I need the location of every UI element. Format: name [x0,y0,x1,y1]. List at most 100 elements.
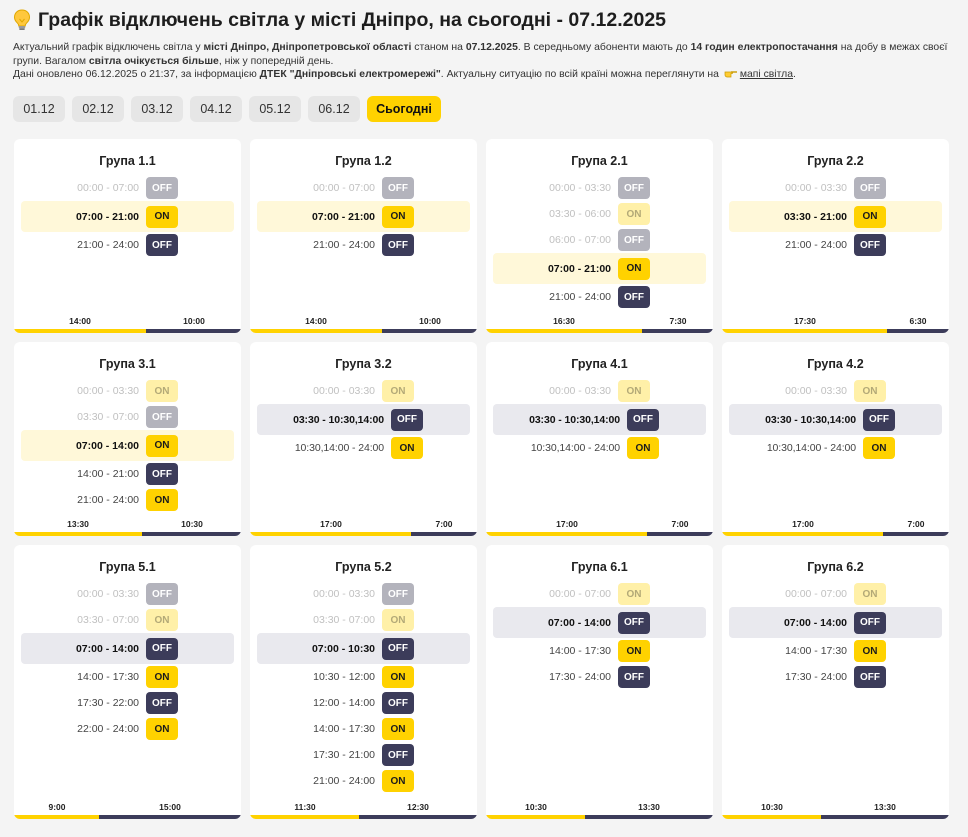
status-off-badge: OFF [618,666,650,688]
daily-summary-bar: 17:30 6:30 [722,316,949,333]
light-map-link[interactable]: мапі світла [739,69,793,80]
off-hours-label: 7:00 [907,519,925,529]
off-hours-label: 7:30 [669,316,687,326]
status-off-badge: OFF [618,286,650,308]
schedule-row: 00:00 - 07:00 OFF [257,175,470,201]
time-range: 07:00 - 14:00 [783,616,847,629]
schedule-list: 00:00 - 03:30 ON 03:30 - 10:30,14:00 OFF 10:… [250,378,477,461]
status-off-badge: OFF [382,583,414,605]
status-on-badge: ON [618,380,650,402]
time-range: 03:30 - 10:30,14:00 [529,413,620,426]
schedule-row: 10:30,14:00 - 24:00 ON [257,435,470,461]
time-range: 00:00 - 03:30 [313,385,375,397]
desc-text: . В середньому абоненти мають до [517,42,691,53]
on-hours-segment [14,532,142,536]
time-range: 17:30 - 24:00 [549,671,611,683]
schedule-row: 00:00 - 07:00 ON [729,581,942,607]
group-card: Група 6.1 00:00 - 07:00 ON 07:00 - 14:00 OFF… [486,545,713,819]
on-hours-label: 9:00 [48,802,66,812]
group-title: Група 1.2 [335,154,392,168]
schedule-row: 14:00 - 17:30 ON [493,638,706,664]
off-hours-segment [359,815,477,819]
status-off-badge: OFF [382,177,414,199]
time-range: 03:30 - 10:30,14:00 [293,413,384,426]
off-hours-segment [642,329,713,333]
time-range: 07:00 - 10:30 [311,642,375,655]
status-on-badge: ON [854,205,886,228]
status-on-badge: ON [146,609,178,631]
status-off-badge: OFF [146,637,178,660]
schedule-row: 10:30,14:00 - 24:00 ON [493,435,706,461]
status-off-badge: OFF [618,611,650,634]
time-range: 21:00 - 24:00 [77,239,139,251]
off-hours-label: 10:00 [183,316,205,326]
date-tab-0512[interactable]: 05.12 [249,95,301,122]
time-range: 00:00 - 03:30 [785,385,847,397]
schedule-row: 03:30 - 07:00 ON [21,607,234,633]
schedule-row: 10:30 - 12:00 ON [257,664,470,690]
time-range: 00:00 - 07:00 [785,588,847,600]
status-off-badge: OFF [382,744,414,766]
time-range: 07:00 - 14:00 [75,642,139,655]
group-title: Група 2.2 [807,154,864,168]
desc-text: , ніж у попередній день. [218,55,334,67]
pointing-hand-icon [724,71,737,78]
desc-text: . Актуальну ситуацію по всій країні можн… [440,69,722,80]
group-card: Група 6.2 00:00 - 07:00 ON 07:00 - 14:00 OFF… [722,545,949,819]
time-range: 03:30 - 21:00 [783,210,847,223]
time-range: 14:00 - 17:30 [77,671,139,683]
status-on-badge: ON [146,205,178,228]
group-title: Група 2.1 [571,154,628,168]
time-range: 00:00 - 03:30 [313,588,375,600]
group-title: Група 3.1 [99,357,156,371]
time-range: 21:00 - 24:00 [77,494,139,506]
date-tab-0112[interactable]: 01.12 [13,95,65,122]
on-hours-segment [722,532,883,536]
time-range: 21:00 - 24:00 [313,239,375,251]
schedule-list: 00:00 - 07:00 OFF 07:00 - 21:00 ON 21:00 - 2… [14,175,241,258]
hours-ratio-bar [250,329,477,333]
desc-updated: Дані оновлено 06.12.2025 о 21:37, за інф… [13,69,260,80]
status-on-badge: ON [854,640,886,662]
date-tab-0612[interactable]: 06.12 [308,95,360,122]
status-off-badge: OFF [854,611,886,634]
off-hours-label: 7:00 [671,519,689,529]
on-hours-segment [250,329,382,333]
off-hours-segment [647,532,713,536]
schedule-row: 07:00 - 21:00 ON [21,201,234,232]
time-range: 03:30 - 07:00 [77,614,139,626]
daily-summary-bar: 10:30 13:30 [486,802,713,819]
schedule-row: 00:00 - 03:30 OFF [21,581,234,607]
time-range: 14:00 - 17:30 [785,645,847,657]
time-range: 14:00 - 17:30 [313,723,375,735]
status-off-badge: OFF [146,583,178,605]
date-tab-0312[interactable]: 03.12 [131,95,183,122]
schedule-row: 17:30 - 22:00 OFF [21,690,234,716]
status-on-badge: ON [627,437,659,459]
daily-summary-bar: 9:00 15:00 [14,802,241,819]
on-hours-label: 10:30 [761,802,783,812]
description: Актуальний графік відключень світла у мі… [13,41,953,82]
schedule-row: 14:00 - 17:30 ON [729,638,942,664]
schedule-row: 07:00 - 14:00 OFF [493,607,706,638]
status-off-badge: OFF [146,692,178,714]
schedule-row: 22:00 - 24:00 ON [21,716,234,742]
time-range: 14:00 - 21:00 [77,468,139,480]
date-tab-0412[interactable]: 04.12 [190,95,242,122]
title-prefix: Графік відключень світла у місті [38,8,362,31]
date-tab-0212[interactable]: 02.12 [72,95,124,122]
group-title: Група 3.2 [335,357,392,371]
date-tab-today[interactable]: Сьогодні [367,95,441,122]
desc-text: Актуальний графік відключень світла у [13,42,204,53]
hours-ratio-bar [486,532,713,536]
schedule-row: 17:30 - 24:00 OFF [729,664,942,690]
schedule-row: 12:00 - 14:00 OFF [257,690,470,716]
status-on-badge: ON [382,205,414,228]
group-card: Група 1.1 00:00 - 07:00 OFF 07:00 - 21:00 ON… [14,139,241,333]
time-range: 10:30,14:00 - 24:00 [766,442,856,454]
time-range: 17:30 - 24:00 [785,671,847,683]
desc-date: 07.12.2025 [465,42,518,53]
status-off-badge: OFF [627,408,659,431]
time-range: 17:30 - 21:00 [313,749,375,761]
schedule-list: 00:00 - 07:00 OFF 07:00 - 21:00 ON 21:00 - 2… [250,175,477,258]
